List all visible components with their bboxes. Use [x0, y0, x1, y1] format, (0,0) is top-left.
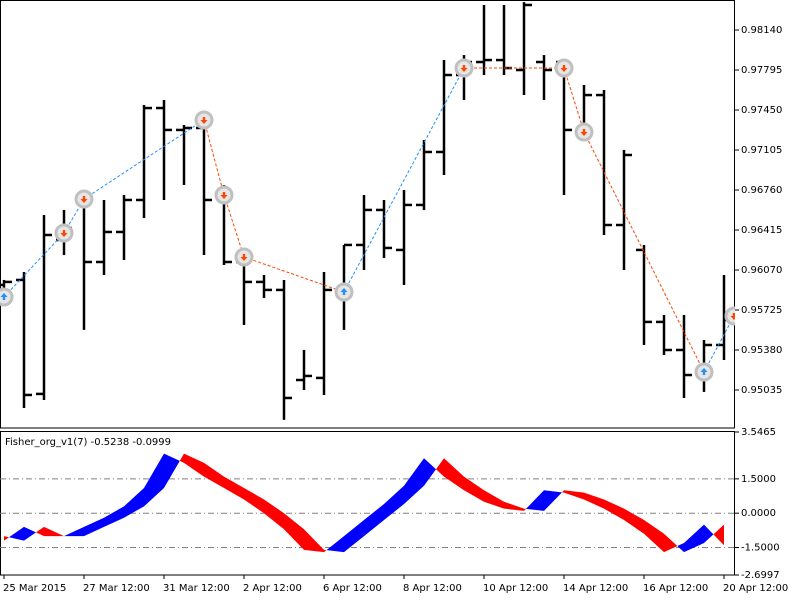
fisher-fill — [326, 536, 344, 553]
fisher-fill — [444, 458, 464, 491]
fisher-fill — [364, 504, 384, 537]
y-tick-label: 0.96070 — [741, 265, 782, 276]
zigzag-arrow — [580, 129, 588, 137]
fisher-fill — [204, 462, 224, 489]
fisher-fill — [4, 536, 9, 541]
fisher-fill — [564, 490, 584, 500]
fisher-fill — [524, 508, 526, 511]
y-tick-label: 0.97105 — [741, 145, 782, 156]
x-tick-label: 2 Apr 12:00 — [243, 583, 302, 594]
zigzag-arrow — [340, 288, 348, 296]
fisher-fill — [664, 533, 678, 553]
x-tick-label: 20 Apr 12:00 — [723, 583, 788, 594]
zigzag-segment — [243, 256, 345, 293]
fisher-fill — [324, 549, 327, 553]
fisher-fill — [464, 476, 484, 502]
y-tick-label: 1.5000 — [741, 474, 776, 485]
fisher-fill — [124, 488, 144, 518]
indicator-plot — [0, 453, 735, 553]
y-tick-label: 0.98140 — [741, 25, 782, 36]
fisher-fill — [304, 529, 324, 553]
zigzag-arrow — [560, 65, 568, 73]
indicator-panel-frame — [0, 431, 735, 576]
fisher-fill — [562, 490, 564, 493]
fisher-fill — [24, 526, 36, 541]
fisher-fill — [484, 490, 504, 509]
fisher-fill — [224, 476, 244, 500]
y-tick-label: -2.6997 — [741, 570, 780, 581]
fisher-fill — [544, 490, 562, 511]
x-tick-label: 31 Mar 12:00 — [163, 583, 230, 594]
indicator-title: Fisher_org_v1(7) -0.5238 -0.0999 — [5, 437, 171, 448]
fisher-fill — [526, 490, 544, 511]
zigzag-arrow — [200, 116, 208, 124]
fisher-fill — [264, 499, 284, 530]
fisher-fill — [584, 492, 604, 509]
zigzag-segment — [563, 67, 585, 133]
x-tick-label: 6 Apr 12:00 — [323, 583, 382, 594]
fisher-fill — [164, 453, 180, 489]
fisher-fill — [344, 520, 364, 553]
fisher-fill — [284, 513, 304, 550]
fisher-fill — [384, 485, 404, 521]
zigzag-segment — [223, 194, 245, 258]
fisher-fill — [424, 458, 436, 486]
fisher-fill — [704, 524, 714, 543]
x-tick-label: 10 Apr 12:00 — [483, 583, 548, 594]
zigzag-arrow — [460, 65, 468, 73]
y-tick-label: 0.96760 — [741, 185, 782, 196]
x-tick-label: 25 Mar 2015 — [3, 583, 66, 594]
zigzag-segment — [203, 119, 225, 196]
fisher-fill — [684, 524, 704, 553]
fisher-fill — [64, 526, 84, 537]
fisher-fill — [9, 526, 24, 541]
zigzag-arrow — [240, 254, 248, 262]
zigzag-segment — [83, 119, 205, 200]
zigzag-arrow — [730, 313, 735, 321]
fisher-fill — [624, 508, 644, 534]
y-tick-label: 0.95725 — [741, 305, 782, 316]
zigzag-arrow — [700, 368, 708, 376]
zigzag-arrow — [220, 191, 228, 199]
fisher-fill — [184, 453, 204, 477]
y-tick-label: 0.95380 — [741, 345, 782, 356]
x-tick-label: 8 Apr 12:00 — [403, 583, 462, 594]
fisher-fill — [504, 501, 524, 511]
fisher-fill — [677, 542, 684, 553]
x-tick-label: 14 Apr 12:00 — [563, 583, 628, 594]
fisher-fill — [104, 506, 124, 527]
y-tick-label: 0.0000 — [741, 508, 776, 519]
fisher-fill — [144, 453, 164, 507]
y-tick-label: 0.97450 — [741, 105, 782, 116]
fisher-fill — [244, 488, 264, 514]
fisher-fill — [713, 524, 724, 546]
y-tick-label: 0.96415 — [741, 225, 782, 236]
fisher-fill — [179, 453, 184, 463]
fisher-fill — [36, 526, 44, 537]
zigzag-segment — [703, 315, 735, 373]
zigzag-arrow — [80, 196, 88, 204]
x-tick-label: 16 Apr 12:00 — [643, 583, 708, 594]
y-tick-label: 0.97795 — [741, 65, 782, 76]
zigzag-segment — [343, 67, 465, 293]
fisher-fill — [644, 520, 664, 553]
fisher-fill — [44, 526, 64, 537]
main-panel-frame — [0, 0, 735, 429]
zigzag-arrow — [60, 230, 68, 238]
fisher-fill — [84, 517, 104, 537]
fisher-fill — [604, 499, 624, 521]
fisher-fill — [436, 458, 444, 477]
x-tick-label: 27 Mar 12:00 — [83, 583, 150, 594]
price-plot — [0, 2, 735, 420]
y-tick-label: -1.5000 — [741, 543, 780, 554]
zigzag-arrow — [0, 293, 8, 301]
y-tick-label: 3.5465 — [741, 427, 776, 438]
y-tick-label: 0.95035 — [741, 385, 782, 396]
axes: 0.98140 0.97795 0.97450 0.97105 0.96760 0.964… — [3, 25, 788, 594]
fisher-fill — [404, 458, 424, 505]
